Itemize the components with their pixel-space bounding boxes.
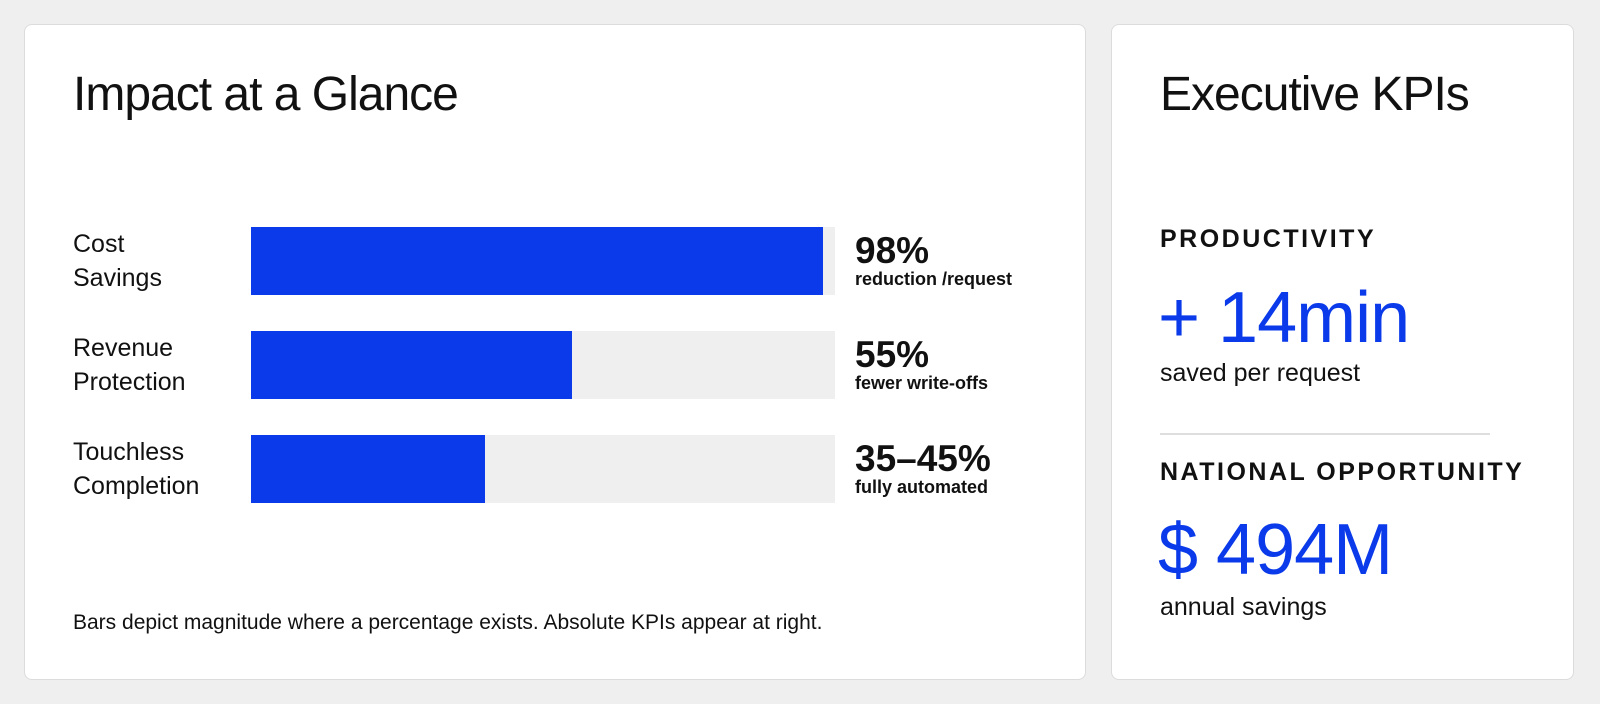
bar-value: 98% [855,230,930,271]
chart-footnote: Bars depict magnitude where a percentage… [73,611,823,634]
bar-row: Revenue Protection 55% fewer write-offs [25,331,1087,399]
bar-track [251,435,835,503]
opportunity-caption: annual savings [1160,593,1327,621]
bar-value: 35–45% [855,438,991,479]
bar-category-label-line: Touchless [73,438,185,466]
productivity-caption: saved per request [1160,359,1361,387]
bar-row: Touchless Completion 35–45% fully automated [25,435,1087,503]
bar-value-label: 55% fewer write-offs [855,331,1075,399]
bar-category-label-line: Protection [73,368,186,396]
opportunity-label: NATIONAL OPPORTUNITY [1160,458,1525,486]
bar-value-label: 98% reduction /request [855,227,1075,295]
productivity-label: PRODUCTIVITY [1160,225,1377,253]
bar-value: 55% [855,334,930,375]
bar-track [251,227,835,295]
opportunity-value: $ 494M [1158,510,1393,590]
bar-fill [251,331,572,399]
bar-category-label-line: Savings [73,264,162,292]
bar-category-label: Cost Savings [73,227,243,295]
bar-value-label: 35–45% fully automated [855,435,1075,503]
bar-category-label: Touchless Completion [73,435,243,503]
bar-sublabel: reduction /request [855,269,1013,289]
bar-category-label-line: Cost [73,230,125,258]
productivity-value: + 14min [1158,278,1410,358]
kpi-card: Executive KPIs PRODUCTIVITY + 14min save… [1111,24,1574,680]
bar-track [251,331,835,399]
bar-category-label-line: Revenue [73,334,174,362]
bar-category-label: Revenue Protection [73,331,243,399]
bar-category-label-line: Completion [73,472,200,500]
bar-sublabel: fewer write-offs [855,373,989,393]
impact-card: Impact at a Glance Cost Savings 98% reducti… [24,24,1086,680]
bar-fill [251,227,823,295]
bar-sublabel: fully automated [855,477,989,497]
kpi-title: Executive KPIs [1160,68,1470,121]
kpi-divider [1160,433,1490,435]
bar-row: Cost Savings 98% reduction /request [25,227,1087,295]
impact-title: Impact at a Glance [73,68,459,121]
bar-fill [251,435,485,503]
